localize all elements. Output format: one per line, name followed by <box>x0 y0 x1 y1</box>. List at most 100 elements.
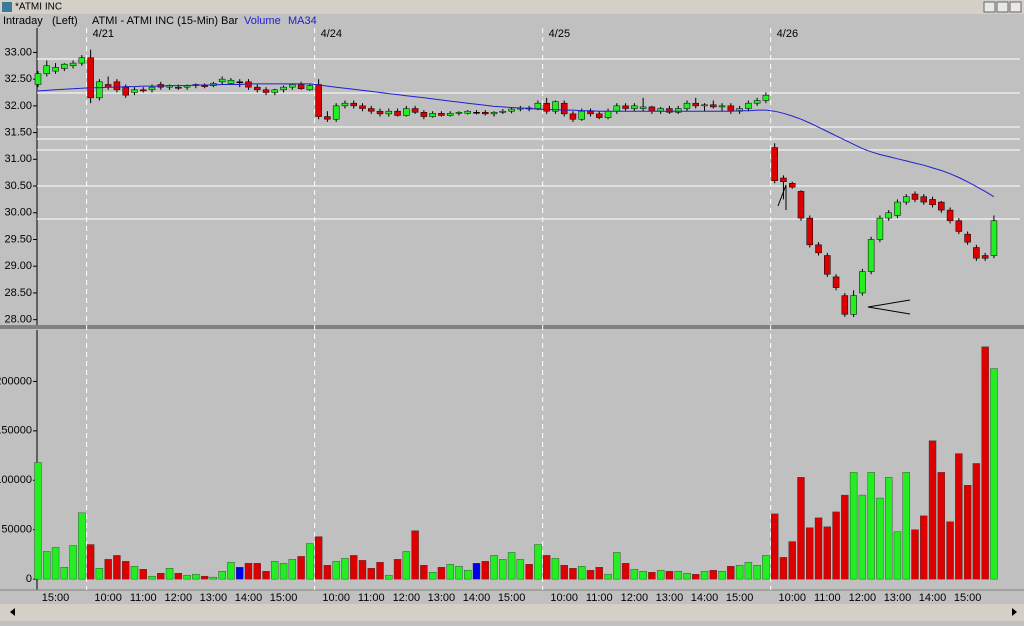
candle-body <box>824 255 831 275</box>
candle-body <box>394 110 401 116</box>
scale-label: (Left) <box>52 15 78 27</box>
candle-body <box>788 183 796 188</box>
header-bar <box>0 14 1024 28</box>
window-buttons[interactable] <box>983 1 1022 13</box>
volume-bar <box>314 536 323 580</box>
date-label: 4/24 <box>321 28 342 40</box>
volume-bar <box>569 568 577 580</box>
title-bar <box>0 0 1024 14</box>
volume-bar <box>95 568 104 580</box>
close-button[interactable] <box>1009 1 1022 13</box>
candle-body <box>990 220 998 256</box>
volume-bar <box>920 515 928 580</box>
candle-body <box>613 105 621 112</box>
candle-body <box>955 220 963 232</box>
candle-body <box>885 212 892 219</box>
volume-bar <box>744 562 753 580</box>
candle-body <box>69 62 77 67</box>
volume-bar <box>446 564 454 580</box>
scrollbar-track[interactable] <box>0 604 1024 621</box>
candle-body <box>139 89 147 92</box>
volume-bar <box>60 567 69 580</box>
candle-body <box>297 84 305 90</box>
volume-bar <box>69 545 77 580</box>
volume-bar <box>490 555 498 580</box>
volume-bar <box>104 559 112 580</box>
volume-bar <box>814 517 823 580</box>
y-tick-label: 33.00 <box>4 46 32 58</box>
legend-entry: MA34 <box>288 15 317 27</box>
y-tick-label: 28.00 <box>4 314 32 326</box>
candle-body <box>797 191 805 219</box>
volume-bar <box>621 563 630 580</box>
candle-body <box>841 295 849 315</box>
volume-bar <box>770 513 779 580</box>
volume-bar <box>876 497 884 580</box>
candle-body <box>280 86 287 91</box>
volume-bar <box>279 563 288 580</box>
volume-bar <box>674 571 682 580</box>
candle-body <box>368 108 375 112</box>
candle-body <box>771 147 778 181</box>
volume-bar <box>902 472 910 580</box>
x-tick-label: 10:00 <box>94 592 122 604</box>
volume-bar <box>174 572 183 580</box>
volume-bar <box>236 567 244 580</box>
y-tick-label: 0 <box>26 573 32 585</box>
date-label: 4/21 <box>93 28 114 40</box>
y-tick-label: 32.50 <box>4 73 32 85</box>
volume-bar <box>578 566 586 580</box>
y-tick-label: 29.00 <box>4 260 32 272</box>
candle-body <box>376 110 384 115</box>
x-tick-label: 13:00 <box>428 592 456 604</box>
candle-body <box>639 106 647 109</box>
volume-bar <box>946 521 954 580</box>
candle-body <box>920 196 928 203</box>
candle-body <box>131 89 138 93</box>
volume-bar <box>963 485 972 580</box>
annotations <box>777 184 911 315</box>
volume-bar <box>253 563 261 580</box>
scroll-right[interactable] <box>1012 608 1017 616</box>
volume-bar <box>613 552 621 580</box>
chart-title: ATMI - ATMI INC (15-Min) <box>92 15 218 27</box>
volume-bar <box>192 573 200 580</box>
volume-bar <box>402 551 411 580</box>
candle-body <box>490 112 498 115</box>
candle-body <box>403 108 410 116</box>
candle-body <box>473 112 480 114</box>
volume-bar <box>665 571 674 580</box>
legend-entry: Volume <box>244 15 281 27</box>
scrollbar[interactable] <box>0 604 1024 621</box>
candle-body <box>946 209 954 222</box>
window-title: *ATMI INC <box>15 2 62 13</box>
volume-bar <box>656 570 665 580</box>
legend-entry: Bar <box>221 15 238 27</box>
y-tick-label: 29.50 <box>4 233 32 245</box>
candle-body <box>894 201 901 216</box>
volume-bar <box>727 566 735 580</box>
volume-bar <box>148 575 156 580</box>
candle-body <box>341 102 349 107</box>
candle-body <box>385 110 393 115</box>
candle-body <box>455 112 463 114</box>
volume-bar <box>200 575 209 580</box>
volume-bar <box>849 472 858 580</box>
candle-body <box>850 295 857 315</box>
candle-body <box>113 81 121 91</box>
x-tick-label: 14:00 <box>691 592 719 604</box>
maximize-button[interactable] <box>996 1 1009 13</box>
x-tick-label: 10:00 <box>778 592 806 604</box>
minimize-button[interactable] <box>983 1 996 13</box>
candle-body <box>683 102 691 109</box>
candle-body <box>701 104 708 107</box>
candle-body <box>218 78 226 83</box>
volume-bar <box>323 565 332 580</box>
y-tick-label: 31.00 <box>4 153 32 165</box>
volume-bar <box>472 563 481 580</box>
volume-bar <box>709 570 717 580</box>
volume-bar <box>604 573 612 580</box>
x-tick-label: 10:00 <box>550 592 578 604</box>
scroll-left[interactable] <box>10 608 15 616</box>
volume-bar <box>911 529 919 580</box>
